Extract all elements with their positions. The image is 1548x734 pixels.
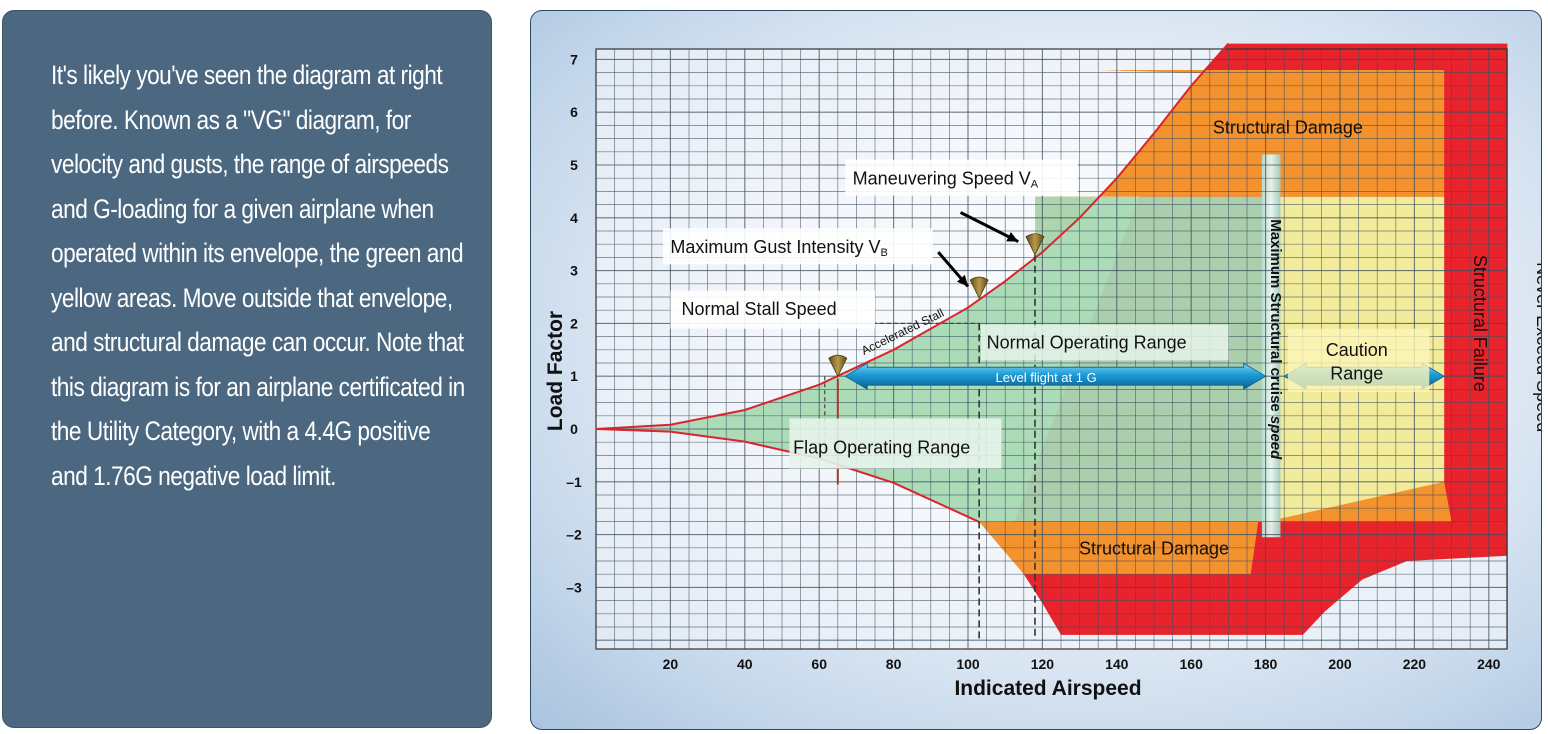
y-tick-label: 5	[570, 157, 578, 173]
gust-speed-label: Maximum Gust Intensity VB	[670, 237, 887, 259]
normal-operating-label-box	[981, 324, 1229, 361]
x-tick-label: 60	[811, 656, 827, 672]
x-tick-label: 80	[886, 656, 902, 672]
y-axis-label: Load Factor	[544, 311, 567, 431]
gust-speed-subscript: B	[880, 247, 887, 259]
flap-operating-label-box	[789, 418, 1002, 469]
level-flight-label: Level flight at 1 G	[996, 370, 1097, 385]
gust-speed-marker	[969, 276, 989, 299]
x-tick-label: 20	[663, 656, 679, 672]
negative-stall-curve	[595, 428, 980, 523]
x-tick-label: 100	[956, 656, 980, 672]
x-tick-label: 120	[1031, 656, 1055, 672]
x-tick-label: 180	[1254, 656, 1278, 672]
vg-diagram-panel: Structural Damage Structural Damage Struct…	[530, 10, 1542, 730]
caution-label-line2: Range	[1330, 364, 1383, 384]
max-structural-cruise-label: Maximum Structural cruise speed	[1267, 219, 1284, 460]
x-tick-label: 200	[1328, 656, 1352, 672]
description-text: It's likely you've seen the diagram at r…	[51, 60, 465, 491]
maneuvering-label-box	[845, 159, 1078, 196]
normal-stall-label: Normal Stall Speed	[682, 299, 837, 319]
gust-label-box	[662, 228, 933, 265]
max-structural-cruise-speed-word: speed	[1267, 416, 1284, 460]
x-tick-label: 40	[737, 656, 753, 672]
y-tick-label: –2	[566, 527, 582, 543]
y-tick-label: 6	[570, 104, 578, 120]
x-axis-label: Indicated Airspeed	[954, 677, 1141, 700]
x-tick-label: 140	[1105, 656, 1129, 672]
y-tick-label: 0	[570, 421, 578, 437]
y-tick-label: 4	[570, 210, 578, 226]
level-flight-arrow	[844, 362, 1267, 390]
stall-speed-marker	[828, 354, 848, 378]
x-tick-label: 160	[1180, 656, 1204, 672]
y-tick-label: –1	[566, 474, 582, 490]
maneuvering-pointer-arrow-head	[1006, 232, 1019, 242]
caution-label-box	[1287, 328, 1430, 393]
normal-operating-label: Normal Operating Range	[987, 332, 1187, 352]
maneuvering-speed-label: Maneuvering Speed VA	[853, 169, 1039, 191]
y-tick-label: 1	[570, 368, 578, 384]
structural-damage-lower-label: Structural Damage	[1079, 539, 1229, 559]
structural-damage-lower-area	[979, 481, 1452, 575]
structural-damage-upper-area	[1035, 70, 1445, 255]
x-tick-label: 220	[1403, 656, 1427, 672]
gust-pointer-arrow-head	[956, 274, 968, 287]
x-tick-label: 240	[1477, 656, 1501, 672]
y-tick-label: 2	[570, 315, 578, 331]
plot-border	[595, 48, 1508, 650]
description-panel: It's likely you've seen the diagram at r…	[2, 10, 492, 728]
y-tick-label: –3	[566, 579, 582, 595]
structural-damage-upper-label: Structural Damage	[1213, 117, 1363, 137]
y-tick-label: 7	[570, 51, 578, 67]
flap-operating-label: Flap Operating Range	[793, 437, 970, 457]
y-tick-label: 3	[570, 263, 578, 279]
normal-stall-label-box	[670, 290, 875, 329]
positive-stall-curve	[595, 42, 1230, 430]
caution-label-line1: Caution	[1326, 340, 1388, 360]
structural-failure-label: Structural Failure	[1470, 255, 1490, 392]
max-structural-cruise-bar	[1261, 154, 1281, 538]
maneuvering-speed-subscript: A	[1031, 179, 1039, 191]
maneuvering-speed-marker	[1025, 233, 1045, 256]
never-exceed-speed-label: Never Exceed Speed	[1533, 262, 1542, 432]
vg-diagram: Structural Damage Structural Damage Struct…	[544, 42, 1542, 700]
